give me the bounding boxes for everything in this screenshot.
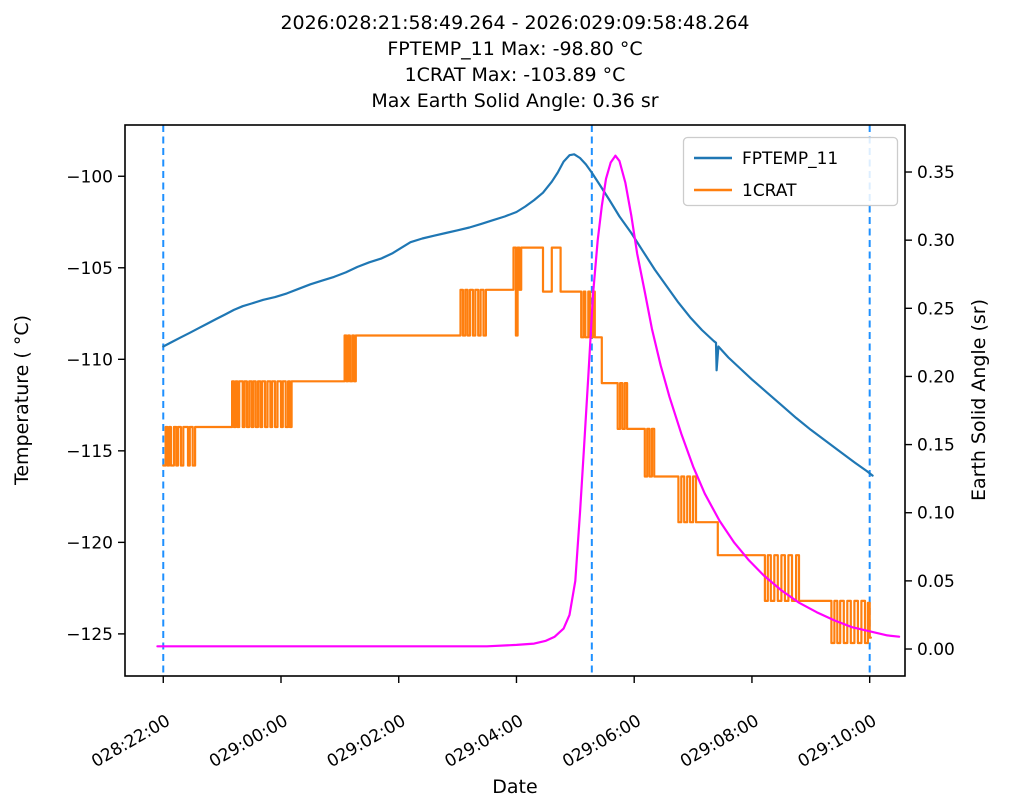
series-line-1crat — [162, 246, 873, 645]
x-tick-label: 029:02:00 — [324, 711, 409, 772]
y-right-tick-label: 0.00 — [917, 640, 955, 660]
y-right-tick-label: 0.15 — [917, 436, 955, 456]
x-axis-ticks: 028:22:00 029:00:00 029:02:00 029:04:00 029:… — [88, 676, 880, 772]
title-line-2: FPTEMP_11 Max: -98.80 °C — [387, 38, 642, 60]
y-left-tick-label: −105 — [66, 259, 113, 279]
y-right-ticks: 0.00 0.05 0.10 0.15 0.20 0.25 0.30 0.35 — [905, 163, 955, 660]
y-left-axis-label: Temperature ( °C) — [11, 315, 33, 486]
series-line-fptemp-11 — [162, 153, 874, 477]
x-tick-label: 029:10:00 — [795, 711, 880, 772]
title-line-4: Max Earth Solid Angle: 0.36 sr — [371, 90, 658, 112]
legend-label-0: FPTEMP_11 — [742, 149, 838, 169]
x-tick-label: 029:00:00 — [206, 711, 291, 772]
y-left-tick-label: −115 — [66, 442, 113, 462]
x-tick-label: 028:22:00 — [88, 711, 173, 772]
x-tick-label: 029:06:00 — [559, 711, 644, 772]
plot-frame — [124, 124, 906, 677]
title-line-1: 2026:028:21:58:49.264 - 2026:029:09:58:4… — [280, 12, 749, 34]
y-right-tick-label: 0.25 — [917, 299, 955, 319]
series-line-earth-solid-angle — [156, 154, 901, 648]
y-right-axis-label: Earth Solid Angle (sr) — [968, 299, 990, 501]
y-left-tick-label: −125 — [66, 625, 113, 645]
y-left-tick-label: −120 — [66, 533, 113, 553]
y-right-tick-label: 0.05 — [917, 572, 955, 592]
x-tick-label: 029:04:00 — [441, 711, 526, 772]
legend-box — [682, 136, 899, 207]
title-block: 2026:028:21:58:49.264 - 2026:029:09:58:4… — [280, 12, 749, 112]
legend-label-1: 1CRAT — [742, 181, 797, 201]
series-group — [156, 153, 901, 648]
x-axis-label: Date — [492, 776, 537, 798]
vlines-group — [162, 125, 871, 676]
legend: FPTEMP_11 1CRAT — [682, 136, 899, 207]
y-left-tick-label: −110 — [66, 350, 113, 370]
x-tick-label: 029:08:00 — [677, 711, 762, 772]
y-left-ticks: −100 −105 −110 −115 −120 −125 — [66, 167, 125, 645]
y-right-tick-label: 0.20 — [917, 367, 955, 387]
y-right-tick-label: 0.30 — [917, 231, 955, 251]
y-right-tick-label: 0.35 — [917, 163, 955, 183]
y-left-tick-label: −100 — [66, 167, 113, 187]
title-line-3: 1CRAT Max: -103.89 °C — [405, 64, 626, 86]
y-right-tick-label: 0.10 — [917, 504, 955, 524]
